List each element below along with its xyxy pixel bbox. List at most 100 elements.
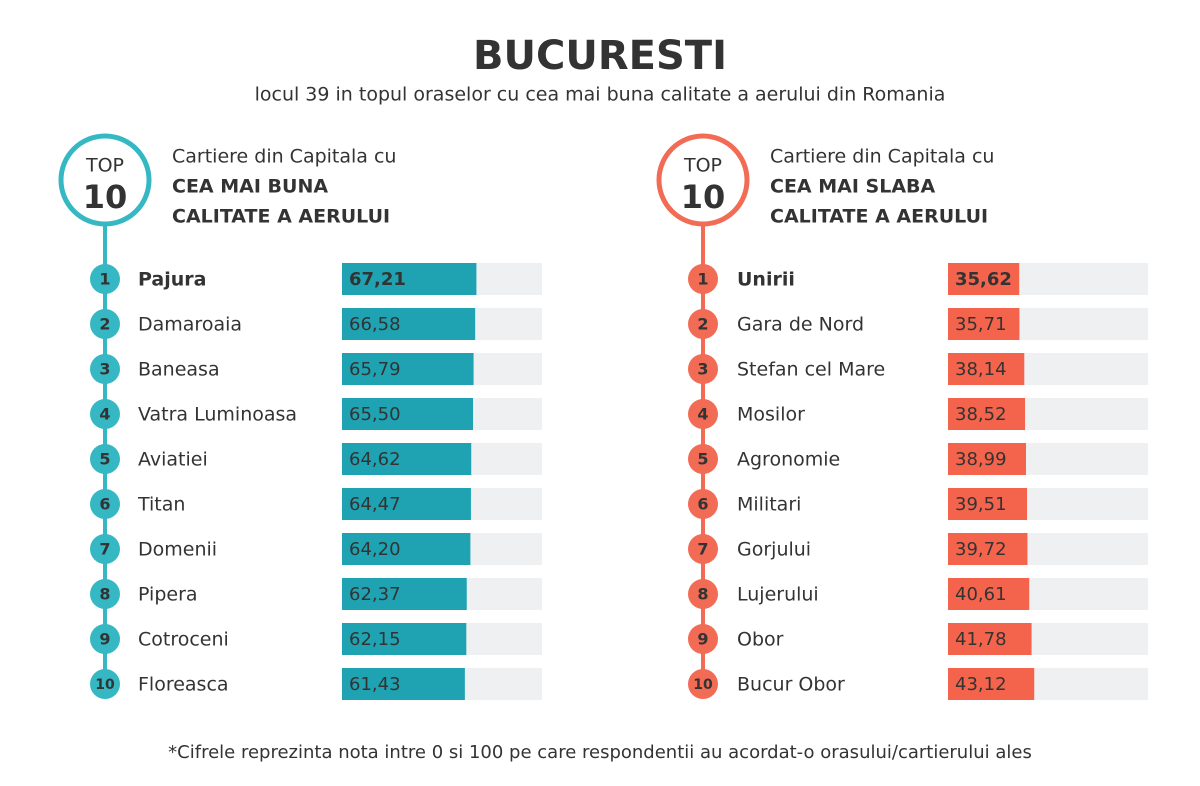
category-label: Titan	[137, 494, 185, 516]
rank-circle	[688, 264, 718, 294]
value-label: 62,37	[349, 584, 401, 605]
category-label: Lujerului	[737, 584, 819, 606]
rank-circle	[688, 579, 718, 609]
rank-label: 6	[99, 495, 110, 514]
value-label: 35,62	[955, 269, 1012, 290]
rank-label: 3	[697, 360, 708, 379]
category-label: Baneasa	[138, 359, 220, 381]
rank-label: 7	[697, 540, 708, 559]
rank-label: 10	[95, 677, 115, 693]
rank-circle	[90, 309, 120, 339]
bar	[342, 533, 471, 565]
rank-circle	[90, 264, 120, 294]
badge-top: TOP	[683, 155, 722, 177]
bar	[948, 263, 1020, 295]
bar	[342, 578, 467, 610]
category-label: Vatra Luminoasa	[138, 404, 297, 426]
bar	[948, 533, 1028, 565]
rank-circle	[90, 624, 120, 654]
badge-circle	[656, 133, 750, 227]
rank-label: 5	[697, 450, 708, 469]
rank-label: 9	[697, 630, 708, 649]
bar	[342, 488, 471, 520]
category-label: Damaroaia	[138, 314, 242, 336]
rank-circle	[688, 534, 718, 564]
category-label: Agronomie	[737, 449, 840, 471]
rank-label: 2	[697, 315, 708, 334]
rank-label: 7	[99, 540, 110, 559]
value-label: 39,51	[955, 494, 1007, 515]
bar	[948, 578, 1030, 610]
bar	[342, 443, 472, 475]
bar	[948, 623, 1032, 655]
footnote: *Cifrele reprezinta nota intre 0 si 100 …	[168, 742, 1032, 763]
bar	[342, 263, 477, 295]
value-label: 61,43	[349, 674, 401, 695]
rank-circle	[90, 534, 120, 564]
category-label: Floreasca	[138, 674, 229, 696]
rank-circle	[90, 444, 120, 474]
rank-label: 5	[99, 450, 110, 469]
category-label: Militari	[737, 494, 801, 516]
value-label: 64,20	[349, 539, 401, 560]
value-label: 65,50	[349, 404, 401, 425]
value-label: 66,58	[349, 314, 401, 335]
category-label: Stefan cel Mare	[737, 359, 885, 381]
bar	[948, 668, 1035, 700]
value-label: 38,14	[955, 359, 1007, 380]
value-label: 35,71	[955, 314, 1007, 335]
bar	[948, 398, 1026, 430]
rank-label: 3	[99, 360, 110, 379]
bar	[342, 353, 474, 385]
bar	[948, 353, 1025, 385]
rank-circle	[90, 669, 120, 699]
rank-circle	[688, 399, 718, 429]
value-label: 64,62	[349, 449, 401, 470]
heading-line: CEA MAI BUNA	[172, 176, 328, 198]
value-label: 43,12	[955, 674, 1007, 695]
category-label: Gorjului	[737, 539, 811, 561]
rank-label: 1	[697, 270, 708, 289]
category-label: Unirii	[737, 269, 795, 291]
badge-number: 10	[83, 178, 128, 216]
rank-circle	[688, 624, 718, 654]
heading-line: Cartiere din Capitala cu	[172, 146, 396, 168]
heading-line: CALITATE A AERULUI	[770, 206, 988, 228]
rank-label: 4	[99, 405, 110, 424]
category-label: Domenii	[138, 539, 217, 561]
rank-circle	[90, 489, 120, 519]
rank-circle	[90, 579, 120, 609]
category-label: Gara de Nord	[737, 314, 864, 336]
category-label: Aviatiei	[138, 449, 208, 471]
rank-circle	[688, 669, 718, 699]
rank-label: 4	[697, 405, 708, 424]
rank-label: 1	[99, 270, 110, 289]
value-label: 64,47	[349, 494, 401, 515]
heading-line: CEA MAI SLABA	[770, 176, 936, 198]
rank-circle	[688, 309, 718, 339]
rank-circle	[688, 444, 718, 474]
category-label: Bucur Obor	[737, 674, 845, 696]
bar	[948, 443, 1026, 475]
category-label: Mosilor	[737, 404, 805, 426]
rank-label: 8	[697, 585, 708, 604]
badge-circle	[58, 133, 152, 227]
value-label: 38,52	[955, 404, 1007, 425]
category-label: Obor	[737, 629, 784, 651]
title: BUCURESTI	[473, 33, 727, 79]
rank-circle	[688, 489, 718, 519]
bar	[342, 398, 473, 430]
category-label: Pajura	[138, 269, 206, 291]
rank-label: 2	[99, 315, 110, 334]
value-label: 38,99	[955, 449, 1007, 470]
category-label: Pipera	[138, 584, 198, 606]
rank-label: 10	[693, 677, 713, 693]
rank-circle	[90, 399, 120, 429]
badge-top: TOP	[85, 155, 124, 177]
value-label: 41,78	[955, 629, 1007, 650]
value-label: 40,61	[955, 584, 1007, 605]
rank-label: 6	[697, 495, 708, 514]
rank-circle	[90, 354, 120, 384]
